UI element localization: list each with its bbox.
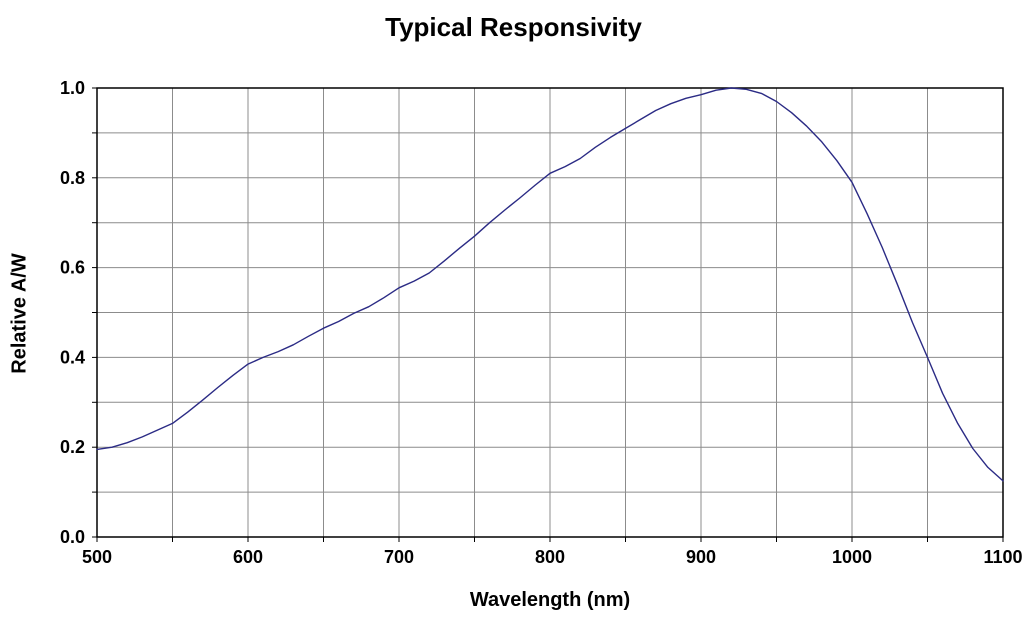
y-tick-label: 1.0 <box>60 78 85 98</box>
x-tick-label: 800 <box>535 547 565 567</box>
responsivity-line <box>96 87 1004 482</box>
x-tick-label: 1000 <box>832 547 872 567</box>
chart-title: Typical Responsivity <box>385 12 642 42</box>
x-tick-label: 1100 <box>983 547 1022 567</box>
x-tick-label: 500 <box>82 547 112 567</box>
y-tick-label: 0.4 <box>60 347 85 367</box>
y-tick-label: 0.6 <box>60 258 85 278</box>
x-tick-label: 700 <box>384 547 414 567</box>
plot-border <box>96 87 1004 538</box>
y-tick-label: 0.8 <box>60 168 85 188</box>
y-tick-label: 0.2 <box>60 437 85 457</box>
x-tick-label: 900 <box>686 547 716 567</box>
y-tick-label: 0.0 <box>60 527 85 547</box>
x-axis-label: Wavelength (nm) <box>469 589 631 611</box>
y-axis-label: Relative A/W <box>8 253 31 374</box>
x-tick-label: 600 <box>233 547 263 567</box>
